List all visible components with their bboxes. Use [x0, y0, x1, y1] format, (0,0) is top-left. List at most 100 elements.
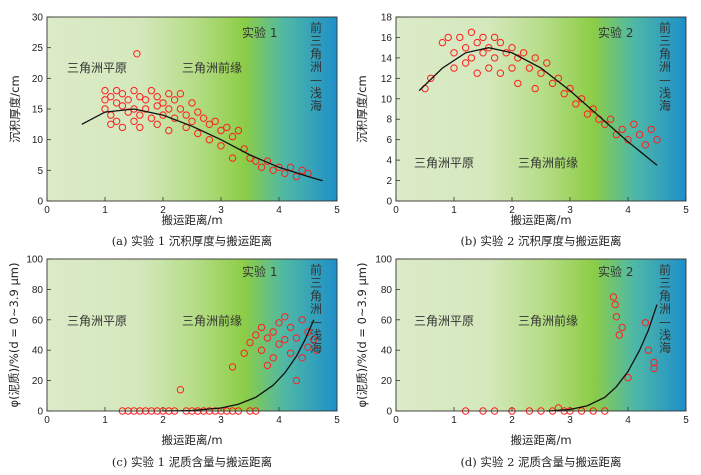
data-point: [252, 331, 260, 339]
experiment-label: 实验 2: [598, 264, 633, 279]
caption: (d) 实验 2 泥质含量与搬运距离: [460, 455, 621, 469]
y-tick-label: 18: [381, 13, 393, 24]
data-point: [281, 313, 289, 321]
panel-c: 0 1 2 3 4 5 0 20 40 60 80 100 实验 1 三角洲平原 三角洲前缘 前三角洲…: [7, 255, 340, 470]
x-tick-label: 5: [683, 205, 689, 216]
y-tick-label: 0: [37, 197, 43, 208]
zone-label-front: 三角洲前缘: [182, 313, 242, 328]
data-point: [176, 105, 185, 113]
experiment-label: 实验 1: [242, 25, 277, 40]
x-tick-label: 1: [102, 205, 108, 216]
caption: (b) 实验 2 沉积厚度与搬运距离: [460, 234, 621, 248]
plot-frame: [395, 258, 687, 412]
data-point: [101, 96, 109, 104]
data-point: [165, 90, 173, 98]
data-point: [508, 44, 516, 52]
data-point: [479, 33, 487, 42]
data-point: [644, 346, 652, 354]
x-tick-label: 5: [683, 415, 689, 426]
y-axis-label: φ(泥质)/%(d = 0~3.9 μm): [355, 263, 369, 408]
vertical-label-char: 前: [659, 20, 671, 35]
data-point: [615, 331, 623, 339]
data-point: [170, 96, 179, 104]
data-point: [653, 136, 661, 144]
caption: (c) 实验 1 泥质含量与搬运距离: [112, 455, 272, 469]
data-point: [269, 166, 277, 175]
zone-label-front: 三角洲前缘: [182, 60, 242, 75]
data-point: [281, 335, 289, 344]
data-point: [194, 108, 202, 116]
x-tick-label: 1: [451, 205, 457, 216]
data-point: [275, 163, 283, 172]
x-tick-label: 2: [160, 205, 166, 216]
data-point: [473, 38, 481, 47]
data-point: [286, 349, 295, 357]
data-point: [182, 111, 190, 119]
data-point: [223, 123, 231, 132]
y-tick-label: 0: [386, 197, 392, 208]
data-point: [141, 105, 150, 113]
y-tick-label: 5: [37, 166, 43, 177]
y-tick-label: 40: [381, 346, 393, 357]
y-tick-label: 80: [32, 285, 44, 296]
data-point: [118, 90, 127, 98]
panel-d: 0 1 2 3 4 5 0 20 40 60 80 100 实验 2 三角洲平原 三角洲前缘 前三角洲…: [355, 255, 689, 470]
data-point: [624, 373, 632, 382]
data-point: [246, 338, 254, 347]
data-point: [107, 120, 115, 129]
y-tick-label: 80: [381, 285, 393, 296]
data-point: [141, 96, 150, 104]
data-point: [606, 115, 615, 123]
x-tick-label: 3: [567, 415, 573, 426]
vertical-label-char: 前: [310, 20, 322, 35]
data-point: [165, 126, 173, 135]
vertical-label-char: 三: [310, 34, 322, 48]
vertical-label-char: 角: [659, 289, 671, 303]
x-axis-label: 搬运距离/m: [161, 213, 222, 227]
data-point: [275, 340, 283, 348]
y-tick-label: 10: [32, 135, 44, 146]
data-point: [101, 86, 109, 95]
data-point: [461, 59, 470, 67]
data-point: [159, 99, 167, 107]
data-point: [275, 319, 283, 327]
x-tick-label: 5: [334, 205, 340, 216]
vertical-label-char: 三: [659, 34, 671, 48]
data-point: [612, 313, 621, 321]
x-axis-label: 搬运距离/m: [510, 433, 571, 447]
y-tick-label: 10: [381, 94, 393, 105]
data-point: [269, 328, 277, 336]
vertical-label-char: 角: [310, 47, 322, 61]
data-point: [473, 69, 481, 77]
data-point: [228, 363, 237, 371]
data-point: [450, 64, 458, 72]
x-tick-label: 0: [44, 415, 50, 426]
vertical-label-char: 海: [659, 340, 671, 355]
data-point: [130, 86, 138, 95]
x-tick-label: 1: [451, 415, 457, 426]
data-point: [205, 120, 214, 129]
y-axis-label: φ(泥质)/%(d = 0~3.9 μm): [7, 263, 21, 408]
zone-label-front: 三角洲前缘: [518, 313, 578, 328]
y-tick-label: 25: [32, 43, 44, 54]
x-tick-label: 4: [276, 205, 282, 216]
data-point: [444, 33, 452, 42]
data-point: [461, 44, 470, 52]
data-point: [292, 334, 301, 342]
x-tick-label: 4: [625, 205, 631, 216]
data-point: [525, 64, 534, 72]
y-tick-label: 6: [386, 135, 392, 146]
x-tick-label: 4: [625, 415, 631, 426]
data-point: [467, 28, 476, 36]
zone-label-plain: 三角洲平原: [414, 156, 474, 170]
vertical-label-char: 浅: [310, 86, 322, 100]
data-point: [165, 105, 173, 113]
x-tick-label: 0: [393, 415, 399, 426]
x-tick-label: 3: [218, 205, 224, 216]
vertical-label-char: 浅: [659, 86, 671, 100]
data-point: [257, 323, 266, 332]
data-point: [572, 100, 580, 108]
